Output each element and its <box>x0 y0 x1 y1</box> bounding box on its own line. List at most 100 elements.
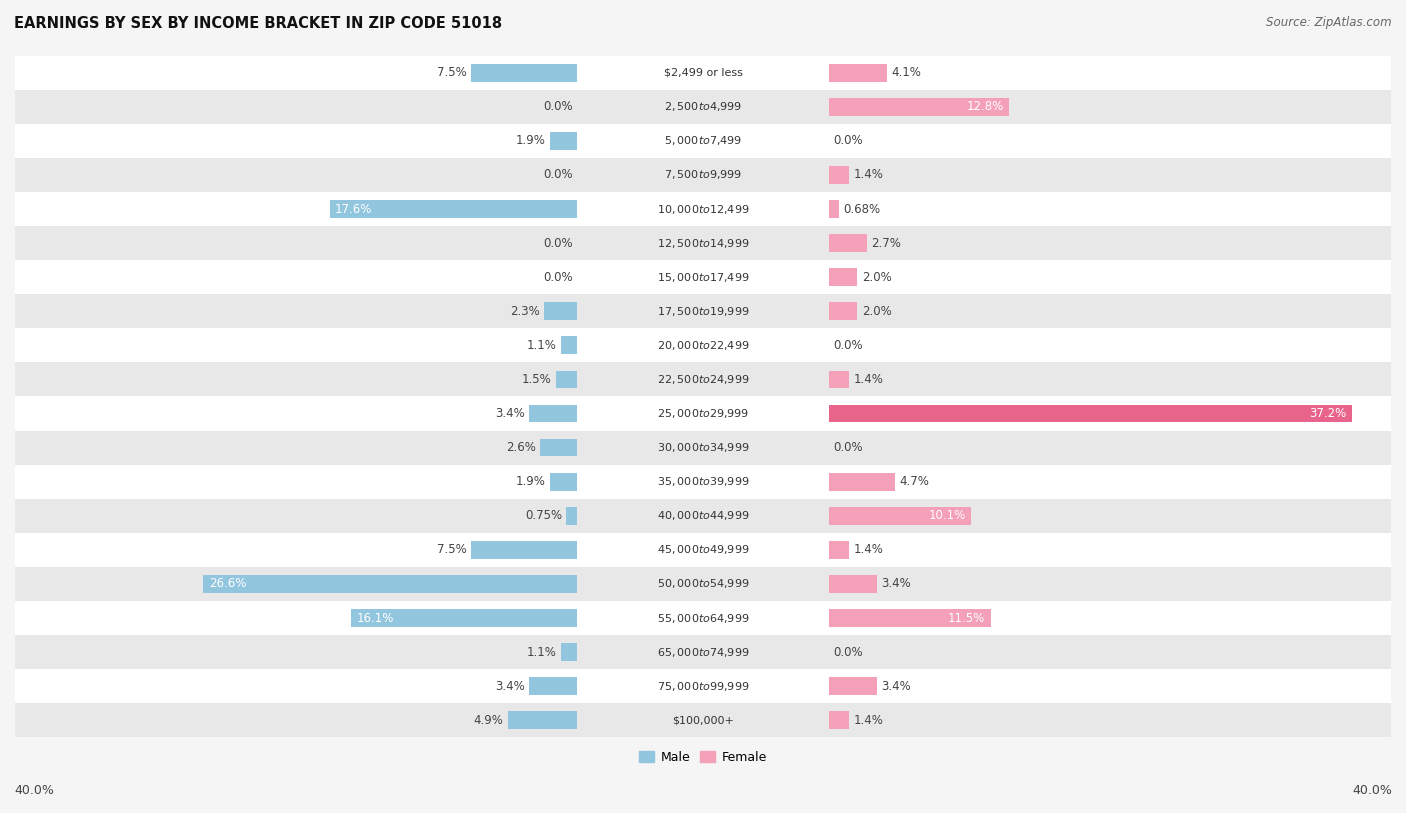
Bar <box>329 200 576 218</box>
Bar <box>830 711 849 729</box>
Text: 0.0%: 0.0% <box>543 100 572 113</box>
Text: $45,000 to $49,999: $45,000 to $49,999 <box>657 543 749 556</box>
Bar <box>15 431 1391 465</box>
Text: 0.68%: 0.68% <box>844 202 880 215</box>
Text: 1.4%: 1.4% <box>853 543 883 556</box>
Text: 0.0%: 0.0% <box>834 646 863 659</box>
Bar <box>550 473 576 490</box>
Text: $75,000 to $99,999: $75,000 to $99,999 <box>657 680 749 693</box>
Bar <box>15 635 1391 669</box>
Text: $17,500 to $19,999: $17,500 to $19,999 <box>657 305 749 318</box>
Bar <box>830 541 849 559</box>
Bar <box>830 506 972 524</box>
Text: 3.4%: 3.4% <box>882 680 911 693</box>
Text: 1.9%: 1.9% <box>516 475 546 488</box>
Bar <box>15 703 1391 737</box>
Text: $10,000 to $12,499: $10,000 to $12,499 <box>657 202 749 215</box>
Text: 40.0%: 40.0% <box>1353 784 1392 797</box>
Text: 0.0%: 0.0% <box>543 271 572 284</box>
Text: 4.7%: 4.7% <box>900 475 929 488</box>
Text: $65,000 to $74,999: $65,000 to $74,999 <box>657 646 749 659</box>
Bar <box>15 397 1391 431</box>
Bar <box>471 64 576 81</box>
Bar <box>529 677 576 695</box>
Text: $2,499 or less: $2,499 or less <box>664 67 742 78</box>
Text: 0.0%: 0.0% <box>834 339 863 352</box>
Bar <box>544 302 576 320</box>
Bar <box>567 506 576 524</box>
Text: $50,000 to $54,999: $50,000 to $54,999 <box>657 577 749 590</box>
Bar <box>508 711 576 729</box>
Bar <box>830 98 1010 115</box>
Text: 2.3%: 2.3% <box>510 305 540 318</box>
Bar <box>555 371 576 389</box>
Text: $20,000 to $22,499: $20,000 to $22,499 <box>657 339 749 352</box>
Text: 2.7%: 2.7% <box>872 237 901 250</box>
Text: $7,500 to $9,999: $7,500 to $9,999 <box>664 168 742 181</box>
Bar <box>830 302 858 320</box>
Bar <box>15 294 1391 328</box>
Text: 4.9%: 4.9% <box>474 714 503 727</box>
Text: Source: ZipAtlas.com: Source: ZipAtlas.com <box>1267 16 1392 29</box>
Text: 40.0%: 40.0% <box>14 784 53 797</box>
Bar <box>15 55 1391 89</box>
Bar <box>15 363 1391 397</box>
Bar <box>550 132 576 150</box>
Text: 3.4%: 3.4% <box>882 577 911 590</box>
Text: 0.0%: 0.0% <box>543 237 572 250</box>
Bar <box>830 234 868 252</box>
Text: EARNINGS BY SEX BY INCOME BRACKET IN ZIP CODE 51018: EARNINGS BY SEX BY INCOME BRACKET IN ZIP… <box>14 16 502 31</box>
Text: 1.1%: 1.1% <box>527 646 557 659</box>
Bar <box>15 260 1391 294</box>
Bar <box>15 533 1391 567</box>
Text: 3.4%: 3.4% <box>495 680 524 693</box>
Text: 7.5%: 7.5% <box>437 66 467 79</box>
Bar <box>830 64 887 81</box>
Text: $100,000+: $100,000+ <box>672 715 734 725</box>
Bar <box>15 601 1391 635</box>
Bar <box>529 405 576 423</box>
Text: 0.0%: 0.0% <box>543 168 572 181</box>
Bar <box>540 439 576 456</box>
Bar <box>15 328 1391 363</box>
Bar <box>830 166 849 184</box>
Bar <box>15 89 1391 124</box>
Bar <box>830 609 991 627</box>
Text: 2.0%: 2.0% <box>862 271 891 284</box>
Bar <box>202 575 576 593</box>
Bar <box>830 575 877 593</box>
Text: $2,500 to $4,999: $2,500 to $4,999 <box>664 100 742 113</box>
Bar <box>830 268 858 286</box>
Text: $40,000 to $44,999: $40,000 to $44,999 <box>657 509 749 522</box>
Bar <box>15 192 1391 226</box>
Text: $25,000 to $29,999: $25,000 to $29,999 <box>657 407 749 420</box>
Bar <box>350 609 576 627</box>
Text: 2.6%: 2.6% <box>506 441 536 454</box>
Bar <box>830 200 839 218</box>
Bar <box>830 371 849 389</box>
Text: 2.0%: 2.0% <box>862 305 891 318</box>
Text: 17.6%: 17.6% <box>335 202 373 215</box>
Bar <box>15 567 1391 601</box>
Text: 12.8%: 12.8% <box>966 100 1004 113</box>
Legend: Male, Female: Male, Female <box>634 746 772 768</box>
Text: $15,000 to $17,499: $15,000 to $17,499 <box>657 271 749 284</box>
Text: 26.6%: 26.6% <box>208 577 246 590</box>
Text: $30,000 to $34,999: $30,000 to $34,999 <box>657 441 749 454</box>
Text: 1.5%: 1.5% <box>522 373 551 386</box>
Bar <box>15 669 1391 703</box>
Bar <box>15 498 1391 533</box>
Bar <box>830 405 1351 423</box>
Text: $5,000 to $7,499: $5,000 to $7,499 <box>664 134 742 147</box>
Text: 1.4%: 1.4% <box>853 373 883 386</box>
Bar <box>561 337 576 354</box>
Bar <box>15 124 1391 158</box>
Text: 1.1%: 1.1% <box>527 339 557 352</box>
Text: 1.9%: 1.9% <box>516 134 546 147</box>
Text: 37.2%: 37.2% <box>1309 407 1346 420</box>
Text: 4.1%: 4.1% <box>891 66 921 79</box>
Text: 16.1%: 16.1% <box>356 611 394 624</box>
Bar <box>15 465 1391 498</box>
Text: 1.4%: 1.4% <box>853 168 883 181</box>
Text: 0.75%: 0.75% <box>524 509 562 522</box>
